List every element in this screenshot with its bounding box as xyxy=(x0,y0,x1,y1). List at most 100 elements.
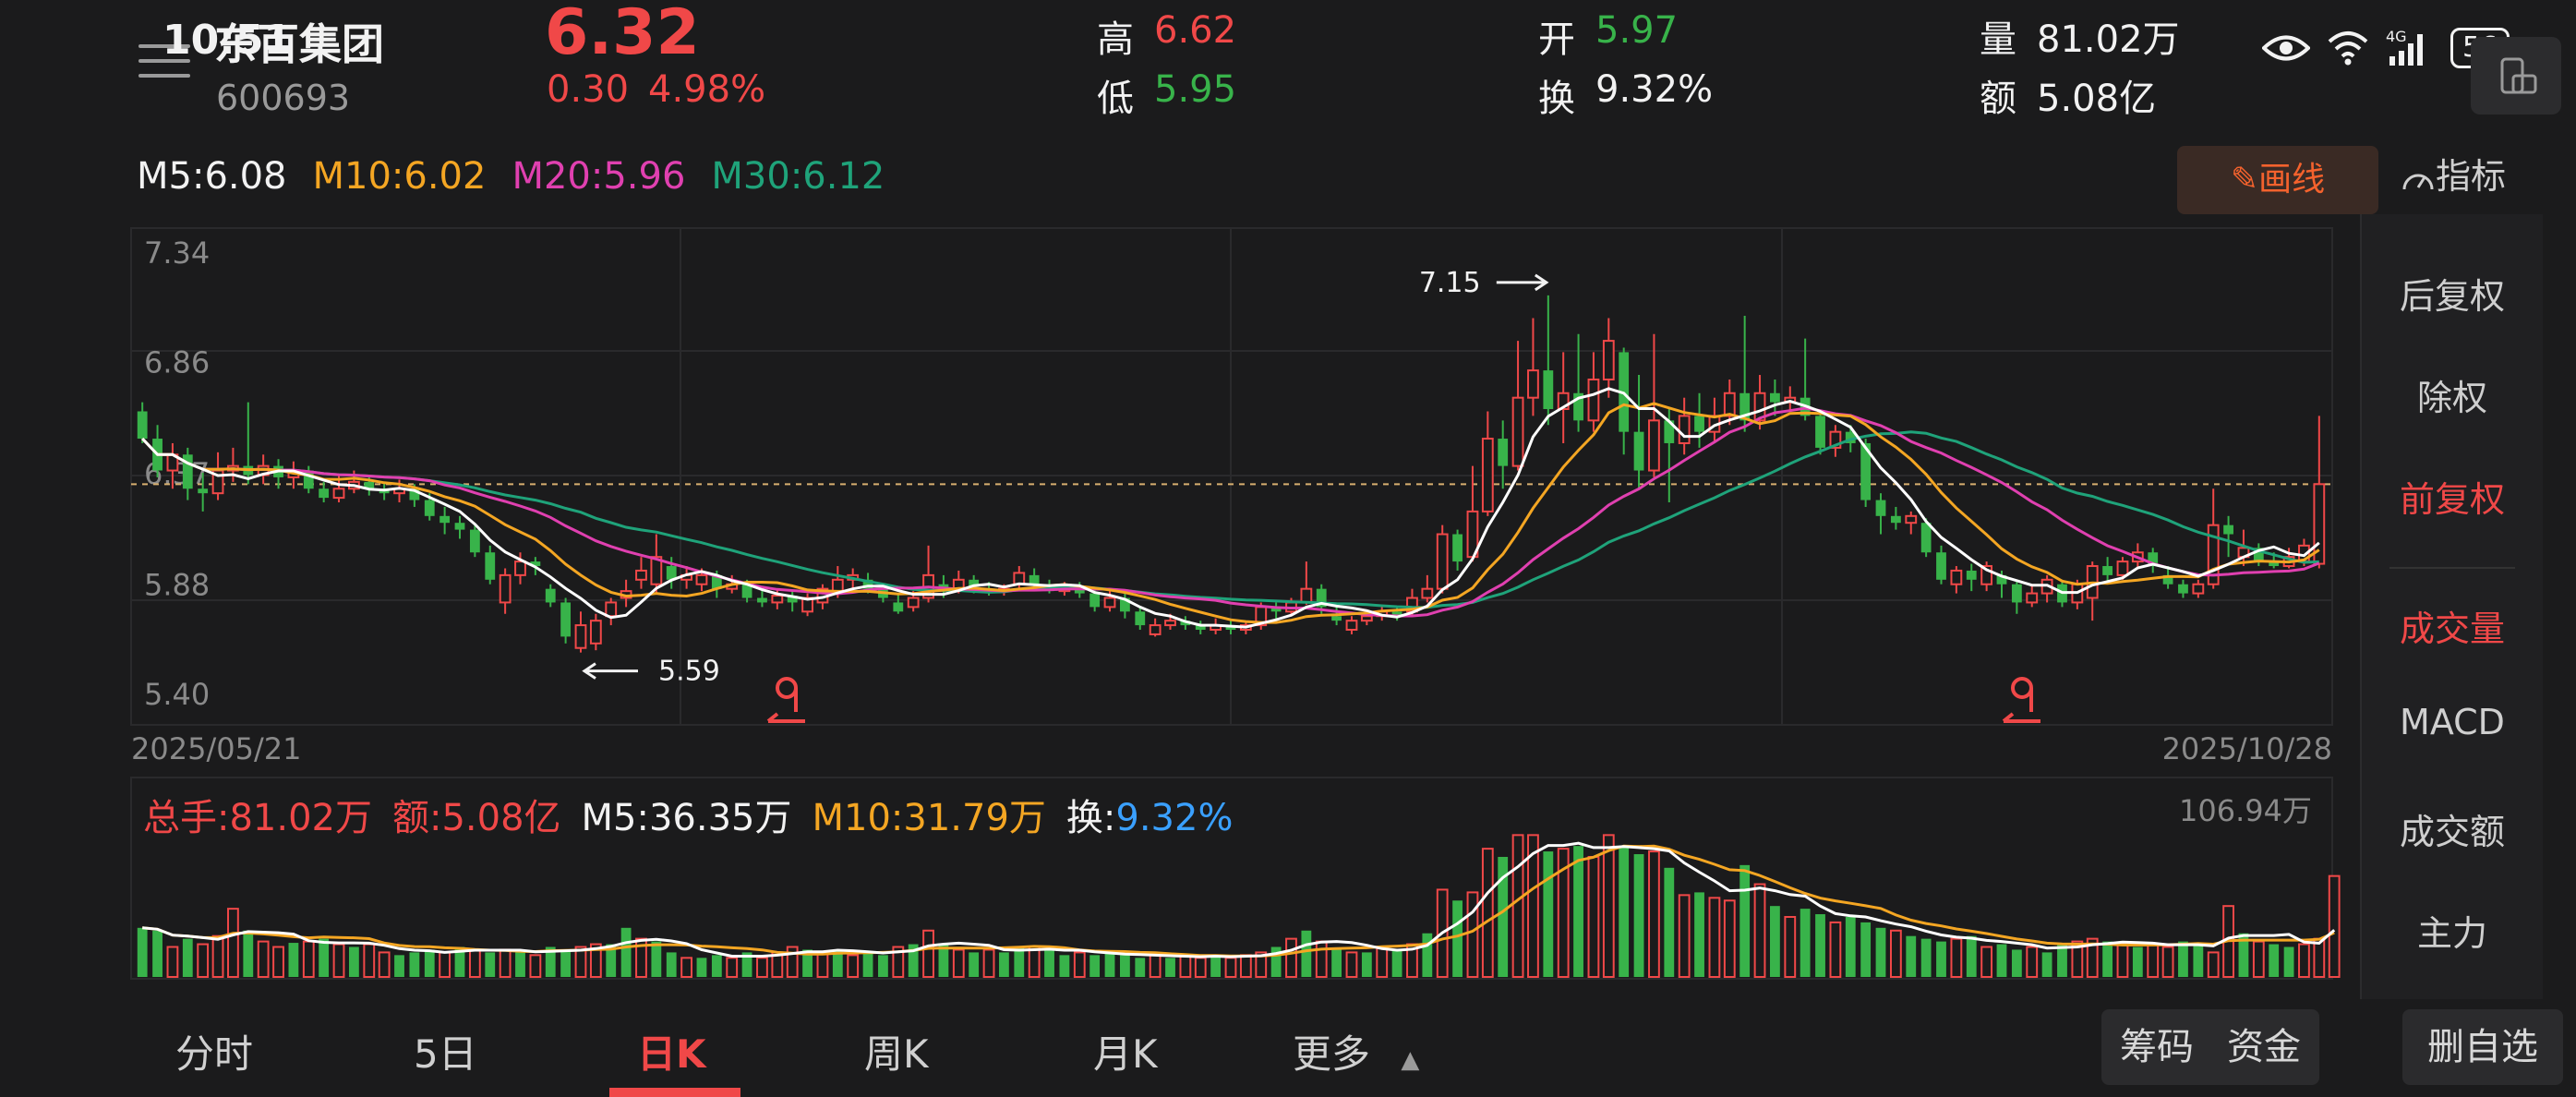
volume-max-label: 106.94万 xyxy=(2179,793,2312,828)
draw-line-button[interactable]: ✎画线 xyxy=(2177,146,2378,214)
volume-bar xyxy=(1376,946,1389,978)
volume-bar xyxy=(529,954,542,979)
volume-bar xyxy=(424,949,435,977)
landscape-toggle-button[interactable] xyxy=(2471,37,2561,115)
volume-bar xyxy=(1770,906,1780,977)
high-value: 6.62 xyxy=(1154,9,1237,52)
min-annotation: 5.59 xyxy=(582,656,720,688)
candle-body xyxy=(1029,574,1040,585)
candle-body xyxy=(771,595,784,604)
candle-body xyxy=(1648,419,1660,472)
gauge-icon xyxy=(2402,174,2434,189)
candle-body xyxy=(741,584,752,598)
candle-body xyxy=(1511,396,1524,467)
right-menu-panel: 后复权 除权 前复权 成交量 MACD 成交额 主力 xyxy=(2360,214,2543,999)
y-tick-label: 6.86 xyxy=(144,344,210,380)
candle-body xyxy=(1452,534,1463,562)
volume-bar xyxy=(243,930,254,977)
menu-item-volume[interactable]: 成交量 xyxy=(2399,609,2505,649)
volume-bar xyxy=(1557,848,1570,979)
candle-body xyxy=(1436,533,1449,590)
volume-bar xyxy=(1210,955,1222,977)
turnover-value: 9.32% xyxy=(1595,68,1714,111)
indicator-button[interactable]: 指标 xyxy=(2401,148,2506,199)
kline-chart[interactable]: 7.34 6.86 6.37 5.88 5.40 7.15 5.59 2025/… xyxy=(129,226,2341,771)
tab-more[interactable]: 更多 ▲ xyxy=(1293,1023,1419,1079)
volume-ma-lines xyxy=(142,841,2336,958)
status-time: 10:51 xyxy=(163,17,293,64)
tab-monthly-k[interactable]: 月K xyxy=(1093,1031,1158,1077)
volume-bar xyxy=(1602,834,1615,978)
wifi-icon xyxy=(2328,31,2368,66)
volume-turnover-value: 9.32% xyxy=(1115,797,1234,839)
menu-item-forward-adjusted[interactable]: 前复权 xyxy=(2399,479,2505,520)
volume-bar xyxy=(2116,943,2129,978)
volume-bar xyxy=(302,940,315,978)
menu-item-macd[interactable]: MACD xyxy=(2400,702,2505,742)
volume-bar xyxy=(878,955,888,977)
candle-body xyxy=(2192,583,2205,595)
ma30-label: M30:6.12 xyxy=(711,155,885,198)
volume-bar xyxy=(2193,944,2204,977)
y-tick-label: 7.34 xyxy=(144,235,210,271)
candle-body xyxy=(1845,431,1856,443)
volume-amount-label: 额:5.08亿 xyxy=(392,797,561,839)
volume-bar xyxy=(741,952,752,977)
network-label: 4G xyxy=(2386,29,2407,45)
menu-item-turnover-amount[interactable]: 成交额 xyxy=(2399,812,2505,852)
volume-bars xyxy=(137,834,2341,979)
volume-bar xyxy=(1179,954,1192,979)
tab-daily-k[interactable]: 日K xyxy=(637,1031,706,1077)
volume-bar xyxy=(1044,949,1054,977)
menu-item-main-force[interactable]: 主力 xyxy=(2416,913,2487,954)
candle-body xyxy=(938,584,949,589)
candle-body xyxy=(893,602,904,612)
volume-bar xyxy=(363,943,376,978)
volume-bar xyxy=(2057,944,2067,977)
volume-bar xyxy=(1361,952,1372,977)
volume-bar xyxy=(999,952,1009,977)
volume-bar xyxy=(1664,867,1675,977)
volume-bar xyxy=(1784,915,1797,978)
menu-item-back-adjusted[interactable]: 后复权 xyxy=(2399,276,2505,317)
volume-bar xyxy=(862,952,873,977)
volume-bar xyxy=(786,946,799,978)
ex-rights-marker[interactable] xyxy=(766,677,805,723)
candle-body xyxy=(545,588,556,603)
volume-bar xyxy=(1648,850,1660,978)
turnover-label: 换 xyxy=(1538,78,1575,120)
volume-bar xyxy=(1149,954,1162,979)
chips-button[interactable]: 筹码 xyxy=(2120,1026,2194,1068)
volume-bar xyxy=(319,938,330,977)
volume-bar xyxy=(515,952,525,977)
tab-weekly-k[interactable]: 周K xyxy=(864,1031,929,1077)
volume-bar xyxy=(468,948,481,978)
volume-bar xyxy=(1089,955,1101,977)
volume-bar xyxy=(1391,949,1402,977)
date-end-label: 2025/10/28 xyxy=(2162,731,2332,766)
volume-bar xyxy=(1936,941,1946,977)
volume-bar xyxy=(1452,900,1463,977)
candle-body xyxy=(1723,392,1736,417)
funds-button[interactable]: 资金 xyxy=(2227,1026,2301,1068)
volume-bar xyxy=(1860,922,1872,977)
candle-body xyxy=(589,620,602,645)
volume-bar xyxy=(2238,933,2249,977)
volume-bar xyxy=(1165,958,1175,977)
candle-body xyxy=(2269,561,2280,567)
menu-icon[interactable] xyxy=(138,44,190,81)
volume-bar xyxy=(1587,855,1600,978)
candle-body xyxy=(469,529,480,553)
volume-bar xyxy=(680,957,692,979)
candle-body xyxy=(137,411,148,440)
arrow-left-icon xyxy=(582,662,638,680)
menu-item-ex-rights[interactable]: 除权 xyxy=(2416,378,2487,418)
delete-watchlist-button[interactable]: 删自选 xyxy=(2402,1009,2563,1085)
tab-intraday[interactable]: 分时 xyxy=(175,1031,254,1077)
candle-body xyxy=(605,601,618,618)
ex-rights-marker[interactable] xyxy=(2002,677,2040,723)
volume-chart[interactable] xyxy=(129,776,2341,981)
candle-body xyxy=(650,556,663,585)
max-price-label: 7.15 xyxy=(1419,267,1481,299)
tab-5day[interactable]: 5日 xyxy=(414,1031,477,1077)
